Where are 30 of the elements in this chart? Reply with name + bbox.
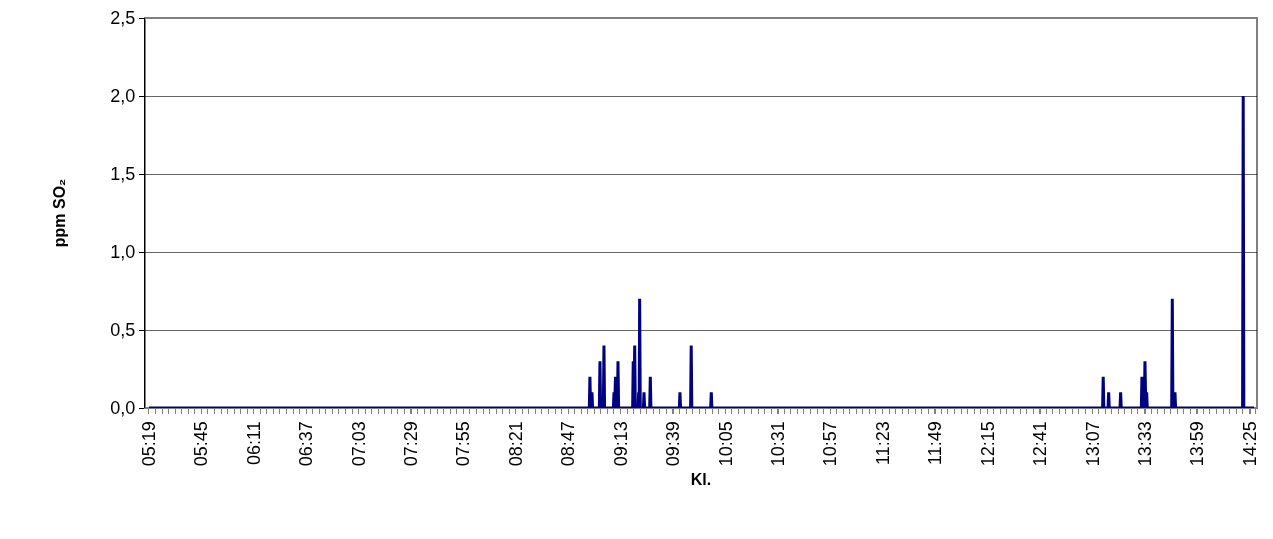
x-tick-label: 12:15 — [977, 421, 998, 467]
x-tick-label: 12:41 — [1030, 421, 1051, 467]
y-tick-label: 2,5 — [110, 8, 136, 29]
y-tick-label: 0,5 — [110, 320, 136, 341]
y-tick-label: 1,0 — [110, 242, 136, 263]
y-axis-title: ppm SO₂ — [51, 178, 69, 248]
y-tick-label: 0,0 — [110, 398, 136, 419]
x-tick-label: 08:21 — [505, 421, 526, 467]
x-tick-label: 07:55 — [453, 421, 474, 467]
x-tick-label: 10:31 — [768, 421, 789, 467]
x-tick-label: 10:05 — [715, 421, 736, 467]
x-axis-title: Kl. — [690, 470, 712, 488]
x-tick-label: 10:57 — [820, 421, 841, 467]
x-tick-label: 08:47 — [558, 421, 579, 467]
x-tick-label: 13:07 — [1082, 421, 1103, 467]
x-tick-label: 11:49 — [925, 421, 946, 465]
x-tick-label: 06:11 — [243, 421, 264, 465]
x-tick-label: 11:23 — [872, 421, 893, 465]
x-tick-label: 13:59 — [1187, 421, 1208, 467]
x-tick-label: 06:37 — [296, 421, 317, 467]
x-tick-label: 05:19 — [138, 421, 159, 467]
x-tick-label: 09:39 — [663, 421, 684, 467]
y-tick-label: 1,5 — [110, 164, 136, 185]
x-tick-label: 07:29 — [400, 421, 421, 467]
x-tick-label: 13:33 — [1135, 421, 1156, 467]
x-tick-label: 14:25 — [1239, 421, 1260, 467]
x-tick-label: 09:13 — [610, 421, 631, 467]
x-tick-label: 07:03 — [348, 421, 369, 467]
x-tick-label: 05:45 — [191, 421, 212, 467]
y-tick-label: 2,0 — [110, 86, 136, 107]
